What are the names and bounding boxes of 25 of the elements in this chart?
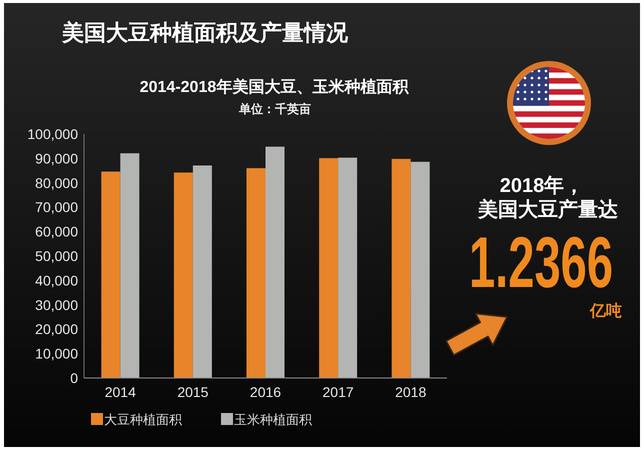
x-tick-label: 2017 (322, 384, 354, 400)
x-tick-label: 2016 (250, 384, 282, 400)
text: 1.2366 (468, 222, 614, 302)
y-tick-label: 50,000 (35, 248, 78, 264)
legend-label: 大豆种植面积 (104, 412, 182, 426)
legend-label: 玉米种植面积 (234, 412, 312, 426)
text: 2018年， (500, 175, 584, 197)
chart-title: 2014-2018年美国大豆、玉米种植面积 (140, 76, 410, 96)
text: 美国大豆产量达 (477, 198, 618, 221)
y-tick-label: 40,000 (35, 272, 78, 288)
y-tick-label: 20,000 (35, 321, 78, 338)
text: 亿吨 (589, 302, 622, 320)
chart-subtitle: 单位：千英亩 (238, 102, 311, 116)
y-tick-label: 80,000 (35, 174, 78, 191)
y-tick-label: 30,000 (35, 296, 78, 313)
text: 美国大豆种植面积及产量情况 (61, 20, 349, 44)
x-tick-label: 2014 (104, 384, 136, 400)
y-tick-label: 0 (70, 370, 78, 386)
y-tick-label: 10,000 (35, 346, 78, 362)
x-tick-label: 2018 (395, 384, 426, 400)
y-tick-label: 60,000 (35, 224, 78, 240)
y-tick-label: 90,000 (35, 150, 78, 166)
y-tick-label: 70,000 (35, 199, 78, 216)
x-tick-label: 2015 (177, 384, 209, 400)
y-tick-label: 100,000 (27, 126, 78, 142)
